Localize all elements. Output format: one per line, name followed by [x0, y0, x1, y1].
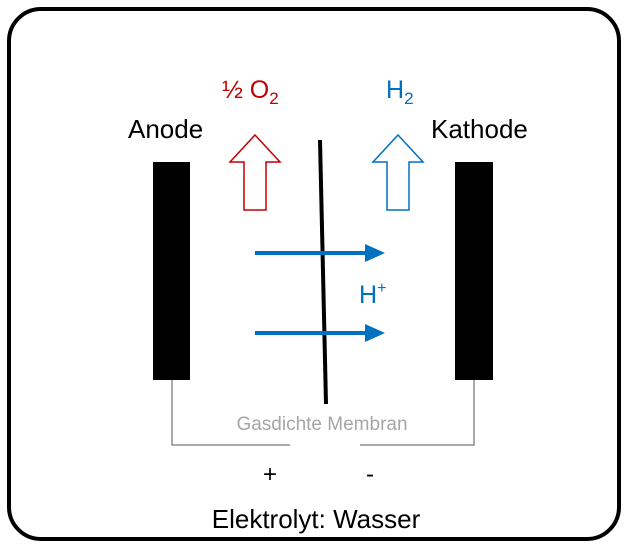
proton-arrow-head [365, 244, 385, 262]
cathode-label: Kathode [431, 114, 528, 144]
oxygen-label: ½ O2 [222, 76, 279, 108]
oxygen-arrow [228, 133, 282, 211]
cathode-electrode [455, 162, 493, 380]
minus-label: - [366, 461, 374, 488]
membrane-line [318, 139, 328, 405]
hydrogen-text: H [386, 76, 404, 104]
oxygen-text: ½ O [222, 76, 269, 104]
proton-arrow-head [365, 324, 385, 342]
hydrogen-arrow [371, 133, 425, 211]
oxygen-subscript: 2 [269, 89, 278, 108]
plus-label: + [263, 461, 277, 488]
proton-text: H [359, 281, 377, 309]
membrane-label: Gasdichte Membran [236, 414, 407, 435]
proton-superscript: + [377, 280, 386, 297]
electrolyte-label: Elektrolyt: Wasser [212, 504, 421, 534]
cathode-wire [360, 380, 475, 446]
anode-electrode [153, 162, 190, 380]
anode-wire [171, 380, 290, 446]
proton-arrows [255, 244, 385, 342]
proton-label: H+ [359, 280, 386, 309]
anode-label: Anode [128, 114, 203, 144]
hydrogen-subscript: 2 [404, 89, 413, 108]
frame [7, 7, 621, 541]
hydrogen-label: H2 [386, 76, 414, 108]
